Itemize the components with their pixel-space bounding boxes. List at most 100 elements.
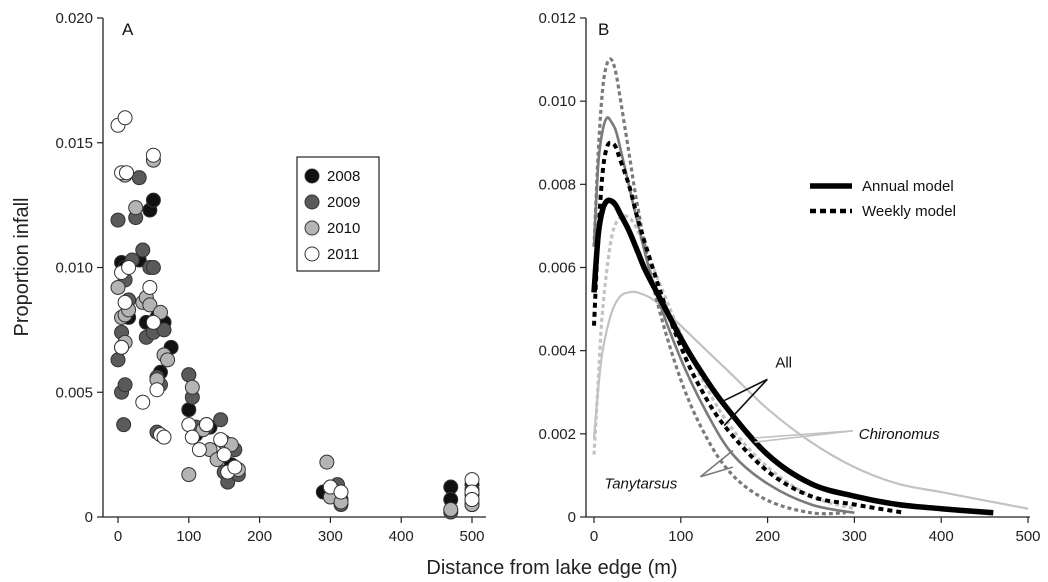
panel-a-x-tick-label: 200 bbox=[247, 528, 272, 545]
point-2011 bbox=[181, 417, 197, 433]
point-2010 bbox=[128, 200, 144, 216]
point-2011 bbox=[333, 484, 349, 500]
annotation-pointer bbox=[699, 449, 734, 478]
legend-marker-2008 bbox=[304, 168, 320, 184]
panel-a-x-tick-label: 400 bbox=[389, 528, 414, 545]
legend-label-2009: 2009 bbox=[327, 194, 360, 211]
point-2010 bbox=[181, 467, 197, 483]
panel-b-y-tick-label: 0 bbox=[568, 509, 576, 526]
line-all-weekly bbox=[592, 140, 906, 515]
point-2011 bbox=[114, 339, 130, 355]
point-2010 bbox=[184, 379, 200, 395]
panel-a-label: A bbox=[122, 20, 134, 39]
annotation-label: Tanytarsus bbox=[604, 476, 677, 493]
point-2009 bbox=[117, 377, 133, 393]
panel-a-scatter: A Proportion infall 0 100 200 300 400 500 0 0.0… bbox=[11, 10, 486, 545]
point-2009 bbox=[135, 242, 151, 258]
annotation-pointer bbox=[723, 378, 768, 427]
point-2009 bbox=[131, 170, 147, 186]
panel-a-x-tick-label: 300 bbox=[318, 528, 343, 545]
point-2011 bbox=[156, 429, 172, 445]
panel-b-y-tick-label: 0.004 bbox=[538, 343, 576, 360]
line-chironomus-annual bbox=[592, 290, 1029, 510]
point-2011 bbox=[184, 429, 200, 445]
legend-marker-2010 bbox=[304, 220, 320, 236]
point-2009 bbox=[116, 417, 132, 433]
panel-a-y-tick-label: 0.015 bbox=[55, 135, 93, 152]
point-2011 bbox=[149, 382, 165, 398]
panel-b-label: B bbox=[598, 20, 609, 39]
point-2011 bbox=[117, 110, 133, 126]
panel-a-ticks: 0 100 200 300 400 500 0 0.005 0.010 0.015 0.020 bbox=[55, 10, 484, 545]
panel-a-legend: 2008 2009 2010 2011 bbox=[296, 156, 380, 272]
legend-marker-2011 bbox=[304, 246, 320, 262]
panel-a-y-tick-label: 0.020 bbox=[55, 10, 93, 27]
line-tanytarsus-weekly bbox=[592, 57, 846, 516]
annotation-label: All bbox=[775, 354, 792, 371]
point-2009 bbox=[110, 212, 126, 228]
point-2010 bbox=[160, 352, 176, 368]
panel-a-x-tick-label: 100 bbox=[176, 528, 201, 545]
panel-b-y-tick-label: 0.002 bbox=[538, 426, 576, 443]
panel-a-y-tick-label: 0 bbox=[85, 509, 93, 526]
panel-b-x-tick-label: 100 bbox=[668, 528, 693, 545]
point-2011 bbox=[227, 459, 243, 475]
panel-b-ticks: 0 100 200 300 400 500 0 0.002 0.004 0.006 0.008 0.0… bbox=[538, 10, 1040, 545]
legend-label-2010: 2010 bbox=[327, 220, 360, 237]
panel-b-legend: Annual model Weekly model bbox=[810, 178, 956, 220]
annotation-pointer bbox=[754, 430, 853, 439]
line-chironomus-weekly bbox=[592, 213, 855, 511]
legend-marker-2009 bbox=[304, 194, 320, 210]
panel-b-model-lines bbox=[591, 57, 1029, 516]
panel-b-y-tick-label: 0.008 bbox=[538, 176, 576, 193]
line-all-annual bbox=[591, 197, 994, 516]
annotation-label: Chironomus bbox=[859, 426, 940, 443]
panel-a-x-tick-label: 500 bbox=[459, 528, 484, 545]
point-2011 bbox=[118, 165, 134, 181]
panel-b-y-tick-label: 0.006 bbox=[538, 260, 576, 277]
point-2011 bbox=[135, 394, 151, 410]
point-2011 bbox=[121, 260, 137, 275]
panel-a-y-axis-title: Proportion infall bbox=[11, 198, 33, 337]
panel-b-y-tick-label: 0.012 bbox=[538, 10, 576, 27]
annotation-pointer bbox=[723, 378, 768, 402]
panel-b-x-tick-label: 400 bbox=[929, 528, 954, 545]
panel-b-x-tick-label: 0 bbox=[590, 528, 598, 545]
line-tanytarsus-annual bbox=[592, 116, 855, 515]
panel-a-y-tick-label: 0.010 bbox=[55, 260, 93, 277]
point-2010 bbox=[443, 502, 459, 518]
x-axis-title: Distance from lake edge (m) bbox=[426, 557, 677, 579]
point-2010 bbox=[142, 297, 158, 313]
point-2009 bbox=[181, 367, 197, 383]
panel-b-x-tick-label: 300 bbox=[842, 528, 867, 545]
point-2011 bbox=[464, 492, 480, 508]
panel-a-y-tick-label: 0.005 bbox=[55, 384, 93, 401]
point-2009 bbox=[145, 260, 161, 275]
point-2011 bbox=[213, 432, 229, 448]
point-2011 bbox=[199, 417, 214, 433]
point-2011 bbox=[145, 147, 161, 163]
point-2009 bbox=[156, 322, 172, 338]
point-2011 bbox=[216, 447, 232, 463]
panel-b-y-tick-label: 0.010 bbox=[538, 93, 576, 110]
point-2010 bbox=[319, 454, 335, 470]
panel-b-lines: B 0 100 200 300 400 50000.0020.0040.0060.0080… bbox=[538, 10, 1040, 545]
point-2009 bbox=[213, 412, 229, 428]
point-2010 bbox=[110, 279, 126, 295]
point-2011 bbox=[142, 279, 158, 295]
point-2011 bbox=[464, 472, 480, 488]
panel-a-x-tick-label: 0 bbox=[114, 528, 122, 545]
point-2008 bbox=[181, 402, 197, 418]
panel-b-annotations: All Chironomus Tanytarsus bbox=[604, 354, 940, 492]
legend-label-weekly: Weekly model bbox=[862, 203, 956, 220]
point-2008 bbox=[443, 479, 459, 495]
legend-label-2008: 2008 bbox=[327, 168, 360, 185]
panel-a-points bbox=[110, 110, 480, 520]
point-2008 bbox=[145, 192, 161, 208]
point-2011 bbox=[191, 442, 207, 458]
point-2009 bbox=[110, 352, 126, 368]
legend-label-annual: Annual model bbox=[862, 178, 954, 195]
annotation-pointer bbox=[700, 466, 734, 478]
point-2011 bbox=[117, 294, 133, 310]
